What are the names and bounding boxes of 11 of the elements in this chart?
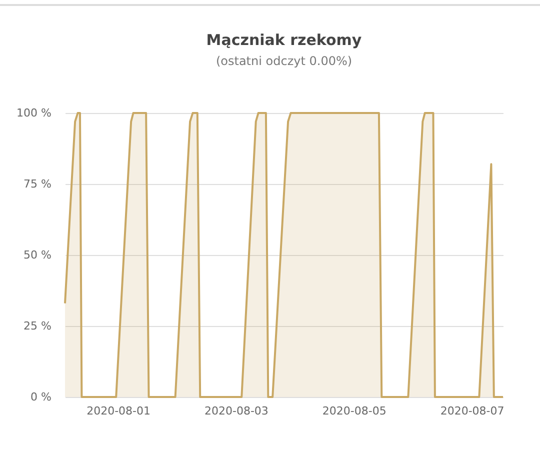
x-tick-label: 2020-08-03 (204, 404, 268, 418)
x-tick-label: 2020-08-01 (86, 404, 151, 418)
chart-title: Mączniak rzekomy (206, 31, 362, 49)
y-tick-label: 0 % (30, 390, 52, 404)
y-tick-label: 100 % (16, 106, 52, 120)
chart-subtitle: (ostatni odczyt 0.00%) (216, 54, 352, 68)
x-tick-label: 2020-08-05 (322, 404, 386, 418)
y-tick-label: 50 % (24, 248, 52, 262)
y-tick-label: 25 % (24, 320, 52, 332)
y-tick-label: 75 % (24, 178, 52, 190)
x-tick-label: 2020-08-07 (440, 404, 504, 418)
